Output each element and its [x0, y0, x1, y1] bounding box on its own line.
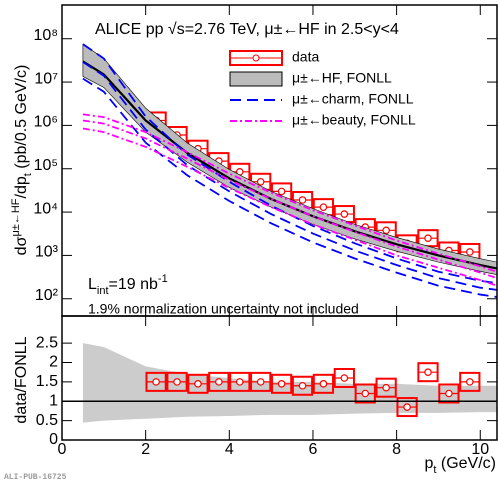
luminosity: Lint=19 nb-1	[88, 273, 168, 297]
y-tick-label: 10⁶	[34, 114, 58, 131]
spectrum-plot	[82, 43, 497, 298]
data-point	[256, 378, 265, 386]
data-point	[361, 389, 370, 398]
x-tick-label: 0	[58, 441, 67, 458]
x-label-part: (GeV/c)	[436, 455, 496, 472]
data-point	[382, 226, 390, 235]
data-point	[319, 203, 328, 211]
legend-swatch	[229, 71, 283, 87]
y-tick-label: 10³	[35, 244, 59, 261]
central-line	[82, 60, 497, 270]
data-point	[445, 389, 453, 398]
x-tick-label: 6	[309, 441, 318, 458]
data-point	[277, 380, 286, 388]
y-tick-label: 0	[49, 431, 58, 448]
y-tick-label: 1	[49, 392, 58, 409]
y-label-part: dσ	[13, 236, 30, 255]
y-tick-label: 1.5	[36, 373, 58, 390]
note: 1.9% normalization uncertainty not inclu…	[88, 301, 359, 317]
data-point	[277, 187, 286, 196]
data-point	[319, 380, 328, 388]
y-tick-label: 2.5	[36, 334, 58, 351]
legend-label: μ±←beauty, FONLL	[292, 112, 416, 128]
lumi-part: =19 nb	[109, 276, 158, 293]
data-point	[194, 380, 202, 388]
model-bound	[82, 113, 497, 273]
data-point	[424, 234, 432, 242]
y-label-part: μ±←HF	[10, 198, 22, 236]
x-label-part: p	[424, 455, 433, 472]
data-point	[403, 403, 411, 411]
data-point	[152, 378, 160, 386]
model-line	[82, 61, 497, 291]
data-point	[466, 378, 474, 386]
data-point	[340, 210, 349, 218]
uncertainty-band	[82, 343, 497, 423]
model-bound	[82, 43, 497, 284]
data-point	[215, 378, 223, 386]
y-tick-label: 10⁸	[33, 27, 58, 44]
data-point	[382, 383, 390, 392]
y-tick-label: 10⁷	[34, 70, 58, 87]
legend-label: μ±←charm, FONLL	[292, 91, 414, 107]
y-label-part: /dp	[13, 176, 30, 198]
footer: ALI-PUB-16725	[4, 473, 67, 482]
model-line	[82, 119, 497, 279]
legend-label: data	[292, 49, 319, 65]
x-label-part: t	[433, 464, 436, 476]
legend-swatch	[252, 54, 260, 62]
y-tick-label: 10⁵	[34, 157, 58, 174]
x-tick-label: 10	[471, 441, 489, 458]
x-axis-label: pt (GeV/c)	[424, 455, 496, 476]
chart-title: ALICE pp √s=2.76 TeV, μ±←HF in 2.5<y<4	[95, 21, 399, 38]
y-axis-label: dσμ±←HF/dpt (pb/0.5 GeV/c)	[10, 65, 34, 256]
uncertainty-band	[82, 43, 497, 275]
data-point	[235, 378, 244, 386]
ratio-y-label: data/FONLL	[13, 336, 30, 423]
data-point	[298, 381, 307, 390]
y-tick-label: 10²	[35, 287, 59, 304]
x-tick-label: 2	[141, 441, 150, 458]
data-point	[424, 368, 432, 376]
x-tick-label: 8	[392, 441, 401, 458]
lumi-part: -1	[158, 273, 168, 285]
y-label-part: t	[22, 173, 34, 176]
x-tick-label: 4	[225, 441, 234, 458]
legend-label: μ±←HF, FONLL	[292, 70, 392, 86]
legend: data μ±←HF, FONLL μ±←charm, FONLL μ±←beauty…	[229, 49, 416, 128]
data-point	[466, 248, 474, 256]
data-point	[340, 374, 349, 382]
y-label-part: (pb/0.5 GeV/c)	[13, 65, 30, 174]
data-point	[256, 177, 265, 186]
data-point	[173, 378, 181, 386]
ratio-plot	[62, 343, 497, 423]
data-point	[298, 196, 307, 204]
lumi-part: int	[97, 285, 109, 297]
y-tick-label: 2	[49, 354, 58, 371]
lumi-part: L	[88, 276, 97, 293]
frame	[61, 315, 498, 441]
y-tick-label: 10⁴	[33, 200, 58, 217]
model-bound	[82, 77, 497, 298]
model-bound	[82, 127, 497, 287]
y-tick-label: 0.5	[36, 412, 58, 429]
